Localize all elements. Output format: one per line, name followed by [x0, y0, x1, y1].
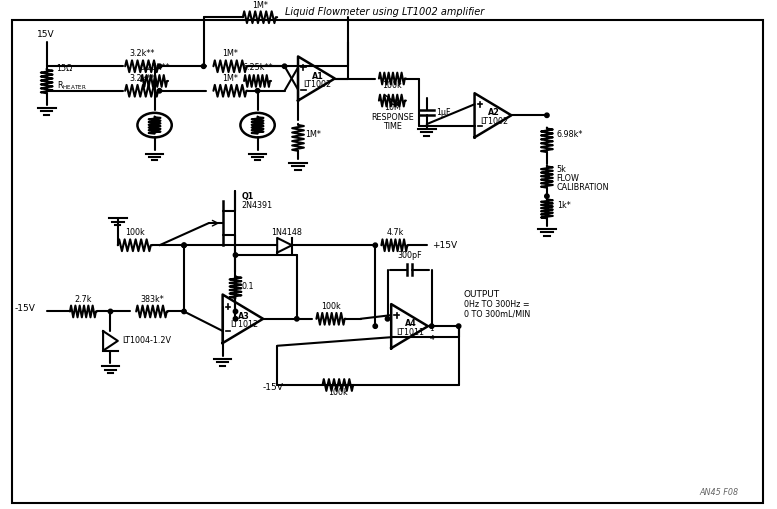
Text: 0Hz TO 300Hz =: 0Hz TO 300Hz = — [464, 300, 529, 308]
Text: +15V: +15V — [432, 241, 457, 250]
Text: 100k: 100k — [125, 229, 145, 237]
Text: LT1002: LT1002 — [480, 117, 508, 126]
Text: 1k*: 1k* — [556, 202, 570, 210]
Circle shape — [385, 317, 390, 321]
Text: FLOW: FLOW — [556, 175, 580, 184]
Text: 100k: 100k — [321, 302, 341, 311]
Text: 3.2k**: 3.2k** — [130, 74, 155, 83]
Circle shape — [373, 243, 378, 247]
Circle shape — [373, 324, 378, 328]
Circle shape — [201, 64, 206, 69]
Text: 3.2k**: 3.2k** — [130, 49, 155, 59]
Text: 1μF: 1μF — [437, 108, 451, 118]
Text: RESPONSE: RESPONSE — [371, 113, 414, 122]
Circle shape — [430, 324, 434, 328]
Text: LT1011: LT1011 — [396, 328, 424, 336]
Text: 0.1: 0.1 — [242, 282, 254, 292]
Text: 10M: 10M — [384, 103, 401, 112]
Text: 15Ω: 15Ω — [57, 64, 73, 73]
Text: 100k: 100k — [329, 388, 348, 397]
Text: 1N4148: 1N4148 — [271, 229, 302, 237]
Circle shape — [182, 309, 186, 314]
Text: Liquid Flowmeter using LT1002 amplifier: Liquid Flowmeter using LT1002 amplifier — [285, 7, 485, 17]
Circle shape — [545, 113, 549, 118]
Text: 2.7k: 2.7k — [75, 295, 92, 304]
Circle shape — [233, 253, 238, 257]
Text: 4: 4 — [430, 335, 434, 342]
Text: R$_{{\rm HEATER}}$: R$_{{\rm HEATER}}$ — [57, 79, 86, 92]
Text: 5k: 5k — [556, 165, 566, 174]
Circle shape — [456, 324, 461, 328]
Text: A4: A4 — [405, 319, 416, 328]
Text: CALIBRATION: CALIBRATION — [556, 183, 609, 192]
Text: 2N4391: 2N4391 — [242, 202, 273, 210]
Text: 6.25k**: 6.25k** — [242, 63, 273, 72]
Text: T1: T1 — [148, 121, 161, 130]
Text: OUTPUT: OUTPUT — [464, 290, 500, 299]
Circle shape — [157, 64, 162, 69]
Text: 15V: 15V — [37, 30, 54, 39]
Text: 0 TO 300mL/MIN: 0 TO 300mL/MIN — [464, 309, 530, 318]
Circle shape — [182, 243, 186, 247]
Text: 300pF: 300pF — [397, 250, 422, 260]
Text: 6.25k**: 6.25k** — [139, 63, 170, 72]
Text: 1M*: 1M* — [223, 49, 239, 59]
Text: LT1012: LT1012 — [230, 320, 258, 329]
Text: Q1: Q1 — [242, 192, 253, 201]
Text: AN45 F08: AN45 F08 — [699, 488, 738, 497]
Circle shape — [545, 194, 549, 199]
Text: -15V: -15V — [15, 304, 36, 314]
Text: A2: A2 — [488, 108, 500, 118]
Text: 4.7k: 4.7k — [386, 229, 403, 237]
Circle shape — [108, 309, 113, 314]
Circle shape — [157, 89, 162, 93]
Text: TIME: TIME — [383, 122, 402, 131]
Text: A1: A1 — [312, 72, 323, 80]
Text: 1M*: 1M* — [252, 2, 268, 10]
Circle shape — [294, 317, 299, 321]
Circle shape — [282, 64, 287, 69]
Circle shape — [233, 317, 238, 321]
Text: 383k*: 383k* — [141, 295, 164, 304]
Circle shape — [256, 89, 260, 93]
Text: 1M*: 1M* — [305, 130, 321, 139]
Circle shape — [182, 243, 186, 247]
Text: 100k: 100k — [382, 81, 402, 90]
Text: 1M*: 1M* — [223, 74, 239, 83]
Text: A3: A3 — [238, 312, 249, 321]
Text: T2: T2 — [251, 121, 264, 130]
Text: 1: 1 — [429, 326, 434, 332]
Text: LT1004-1.2V: LT1004-1.2V — [123, 336, 172, 346]
Text: LT1002: LT1002 — [303, 80, 332, 89]
Text: 6.98k*: 6.98k* — [556, 130, 583, 139]
Circle shape — [233, 309, 238, 314]
Text: -15V: -15V — [263, 383, 284, 392]
